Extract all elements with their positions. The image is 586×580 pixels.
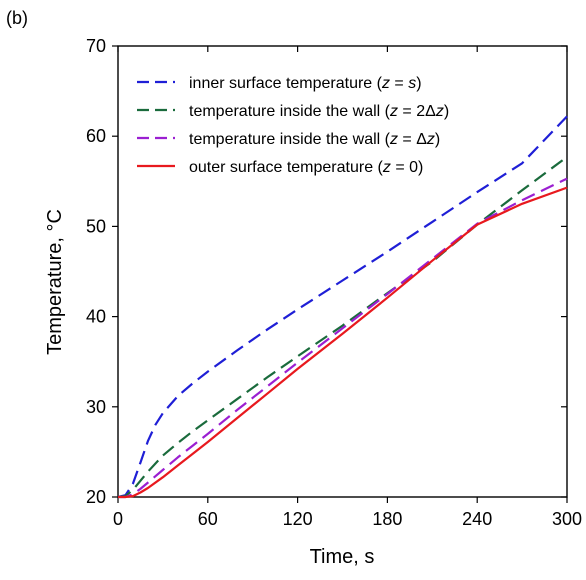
x-axis-label: Time, s	[310, 546, 375, 568]
x-tick-label: 180	[372, 509, 402, 529]
plot-frame	[117, 45, 568, 498]
y-tick-label: 40	[86, 307, 106, 327]
legend: inner surface temperature (z = s) tempera…	[137, 75, 449, 176]
series-line-4	[118, 186, 568, 499]
y-tick-label: 30	[86, 397, 106, 417]
x-tick-label: 240	[462, 509, 492, 529]
y-tick-label: 60	[86, 126, 106, 146]
legend-label-3: temperature inside the wall (z = Δz)	[189, 131, 440, 148]
plot-layer: 0 60 120 180 240 300 20 30 40 50 60 70	[86, 36, 582, 529]
legend-label-1: inner surface temperature (z = s)	[189, 75, 422, 92]
series-line-3	[118, 177, 568, 499]
y-tick-label: 20	[86, 487, 106, 507]
y-axis-label: Temperature, °C	[44, 209, 66, 355]
panel-label: (b)	[6, 8, 28, 28]
x-tick-label: 60	[198, 509, 218, 529]
x-tick-label: 120	[283, 509, 313, 529]
y-tick-label: 50	[86, 216, 106, 236]
y-tick-label: 70	[86, 36, 106, 56]
legend-label-4: outer surface temperature (z = 0)	[189, 159, 423, 176]
legend-label-2: temperature inside the wall (z = 2Δz)	[189, 103, 449, 120]
x-tick-label: 300	[552, 509, 582, 529]
x-tick-label: 0	[113, 509, 123, 529]
series-line-1	[117, 115, 568, 499]
